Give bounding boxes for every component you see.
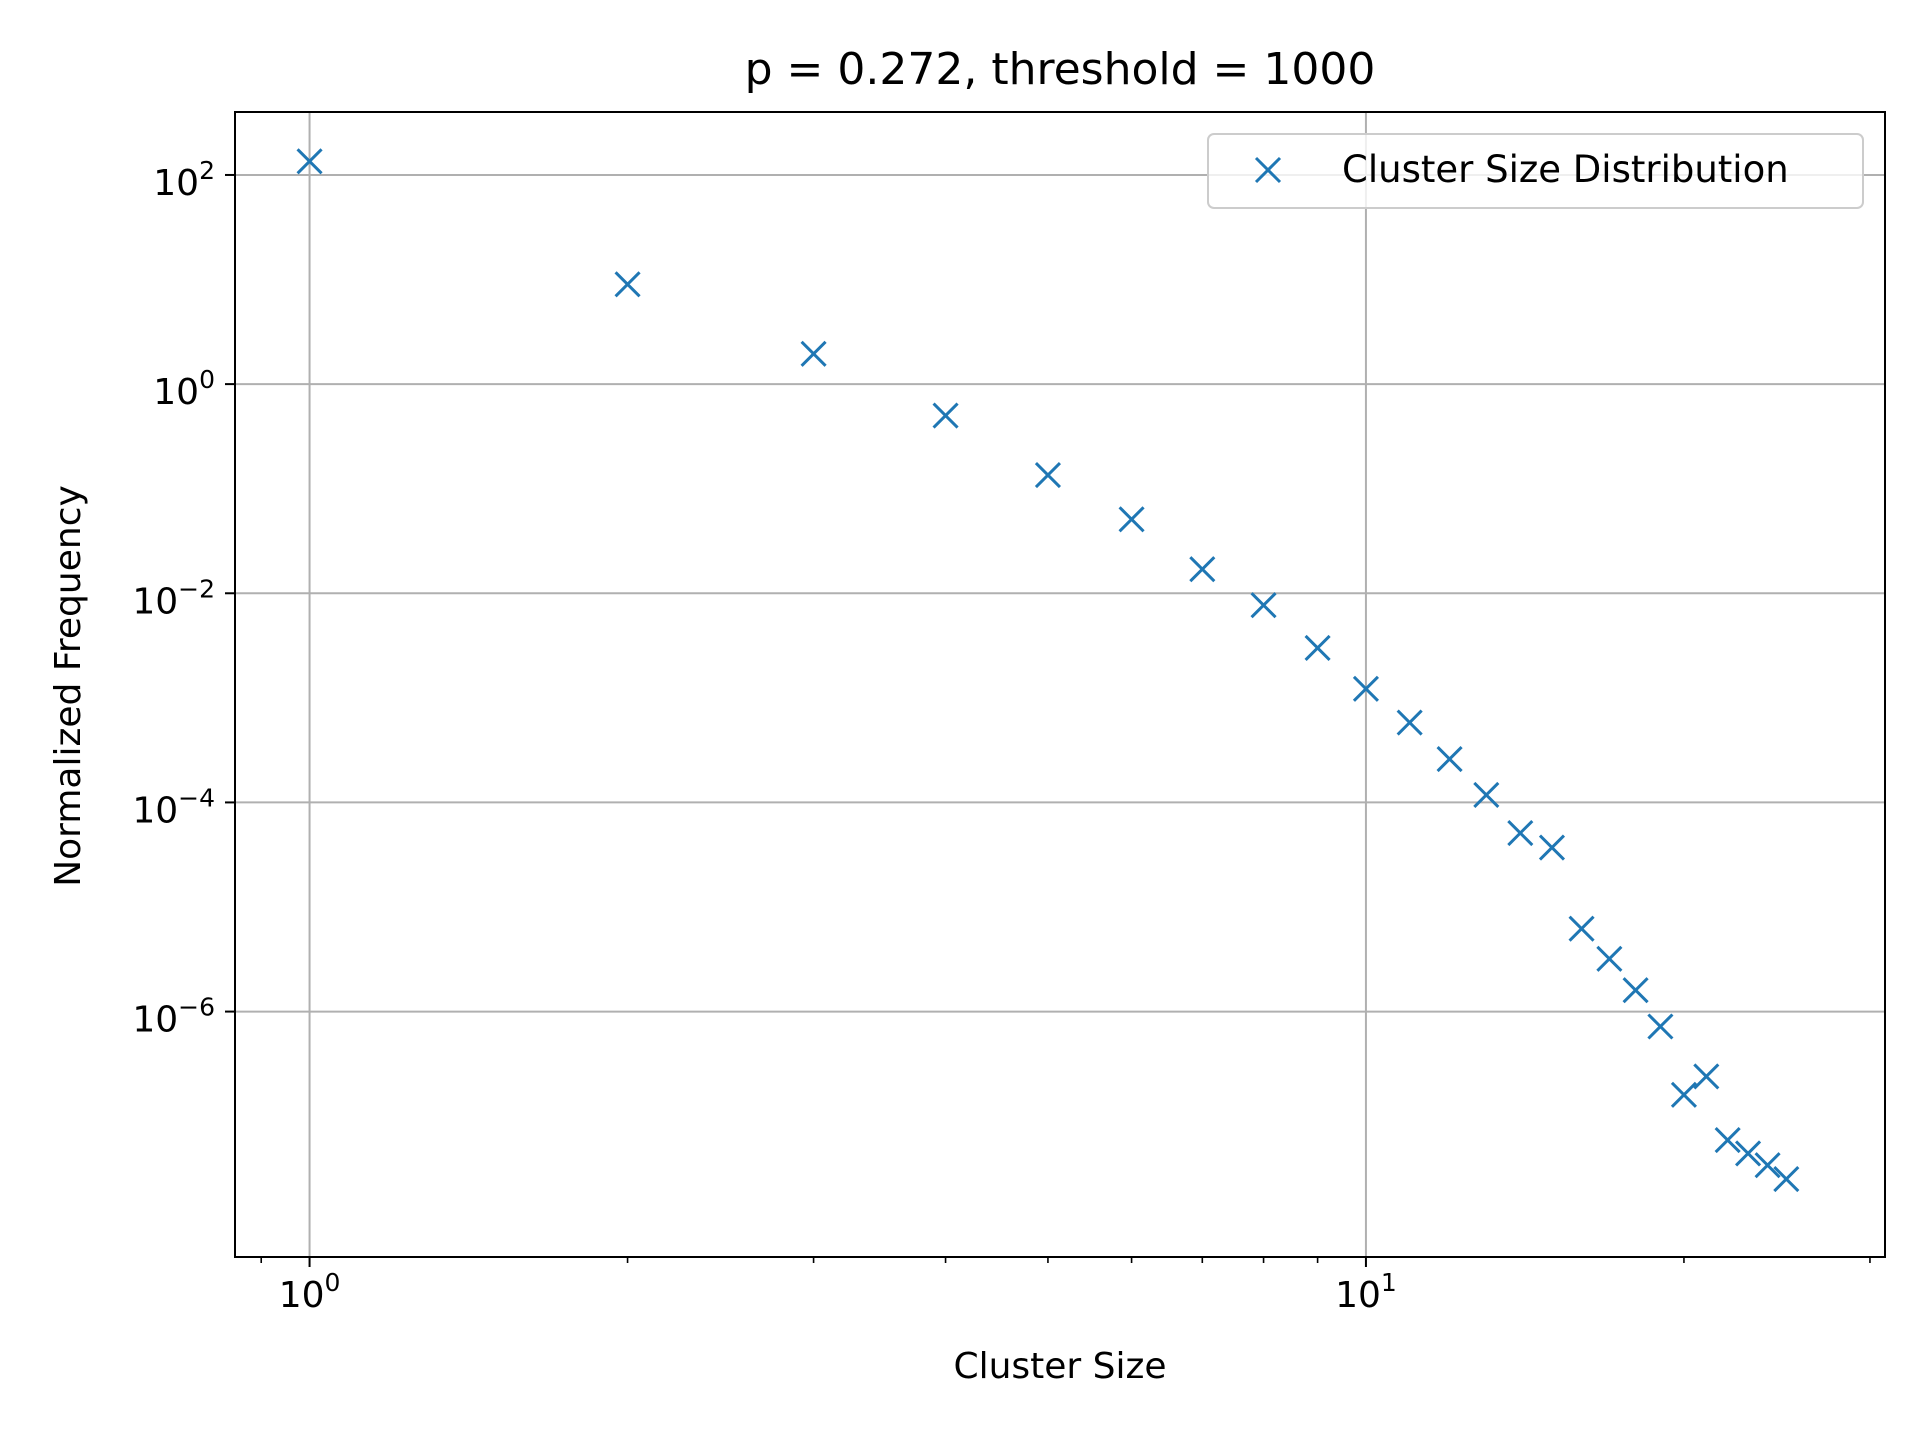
y-tick-label: 100 — [153, 365, 215, 413]
axis-ticks: 100 101 102 100 10−2 10−4 10−6 — [132, 156, 1871, 1316]
y-tick-label: 10−4 — [132, 783, 215, 831]
data-point — [1118, 506, 1145, 533]
data-point — [1622, 977, 1649, 1004]
data-point — [1754, 1152, 1781, 1179]
data-point — [1670, 1081, 1697, 1108]
y-tick-label: 10−2 — [132, 574, 215, 622]
data-point — [1034, 462, 1061, 489]
data-point — [932, 402, 959, 429]
x-axis-label: Cluster Size — [953, 1346, 1166, 1387]
data-point — [1647, 1013, 1674, 1040]
data-point — [1189, 556, 1216, 583]
grid-lines — [235, 112, 1885, 1257]
data-point — [1436, 745, 1463, 773]
data-point — [800, 340, 827, 367]
data-point — [1693, 1063, 1720, 1090]
legend: Cluster Size Distribution — [1207, 133, 1864, 209]
x-tick-label: 101 — [1335, 1268, 1397, 1316]
data-point — [1473, 781, 1500, 808]
legend-marker-icon — [1254, 156, 1282, 184]
x-tick-label: 100 — [279, 1268, 341, 1316]
data-point — [1568, 915, 1595, 942]
data-point — [1304, 634, 1331, 662]
data-point — [1714, 1127, 1741, 1154]
data-point — [296, 148, 323, 175]
data-point — [1538, 834, 1566, 861]
data-point — [1507, 819, 1534, 847]
plot-frame — [234, 111, 1886, 1258]
data-point — [1352, 675, 1379, 702]
data-points — [296, 148, 1800, 1193]
data-point — [1396, 709, 1423, 736]
y-tick-label: 102 — [153, 156, 215, 204]
data-point — [1596, 945, 1623, 972]
chart-title: p = 0.272, threshold = 1000 — [745, 44, 1376, 95]
data-point — [1250, 592, 1277, 619]
data-point — [1773, 1166, 1800, 1193]
legend-label: Cluster Size Distribution — [1342, 148, 1789, 191]
data-point — [614, 271, 641, 298]
y-axis-label: Normalized Frequency — [48, 485, 89, 887]
legend-box — [1207, 133, 1864, 209]
legend-marker — [1254, 156, 1282, 184]
y-tick-label: 10−6 — [132, 993, 215, 1041]
data-point — [1734, 1140, 1762, 1167]
